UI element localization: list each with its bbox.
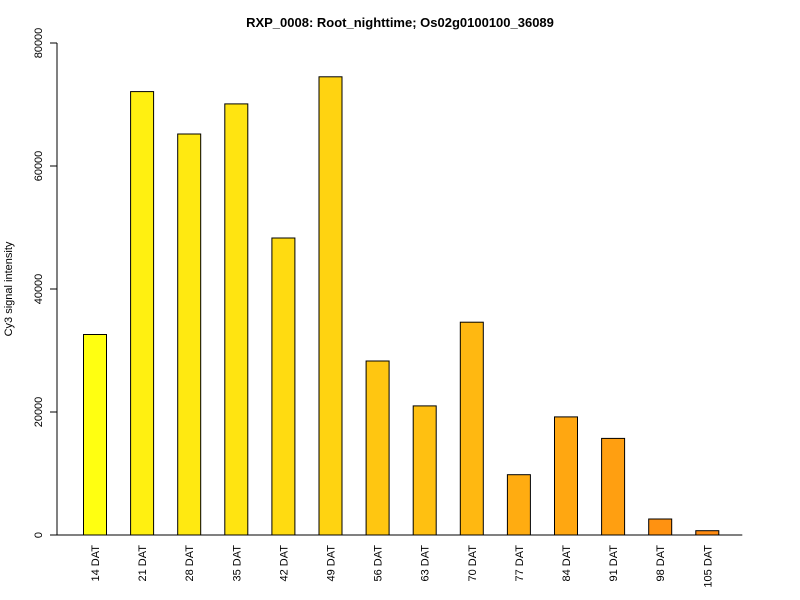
bar-49-dat <box>318 76 343 536</box>
x-tick-label: 63 DAT <box>420 545 432 582</box>
y-tick-label: 60000 <box>33 151 45 182</box>
x-tick-label: 105 DAT <box>702 545 714 588</box>
chart-title: RXP_0008: Root_nighttime; Os02g0100100_3… <box>246 15 554 30</box>
x-tick-label: 42 DAT <box>278 545 290 582</box>
bar-56-dat <box>365 360 390 536</box>
x-axis: 14 DAT 21 DAT 28 DAT 35 DAT 42 DAT 49 DAT 56 D… <box>57 534 743 588</box>
x-tick-label: 98 DAT <box>655 545 667 582</box>
bar-105-dat <box>695 530 720 536</box>
bars-group <box>83 76 720 536</box>
x-tick-label: 84 DAT <box>561 545 573 582</box>
x-tick-label: 35 DAT <box>231 545 243 582</box>
x-tick-label: 56 DAT <box>373 545 385 582</box>
bar-21-dat <box>130 91 155 536</box>
x-tick-label: 91 DAT <box>608 545 620 582</box>
bar-14-dat <box>83 334 107 536</box>
bar-77-dat <box>506 474 531 536</box>
bar-91-dat <box>601 437 626 536</box>
x-tick-label: 28 DAT <box>184 545 196 582</box>
bar-63-dat <box>412 405 437 536</box>
bar-28-dat <box>177 133 202 536</box>
x-tick-label: 70 DAT <box>467 545 479 582</box>
y-tick-label: 0 <box>33 532 45 538</box>
bar-42-dat <box>271 237 296 536</box>
y-axis-label: Cy3 signal intensity <box>3 241 15 336</box>
x-tick-label: 77 DAT <box>514 545 526 582</box>
bar-35-dat <box>224 103 249 536</box>
x-tick-label: 21 DAT <box>137 545 149 582</box>
y-tick-label: 20000 <box>33 397 45 428</box>
bar-98-dat <box>648 518 673 536</box>
bar-70-dat <box>459 321 484 536</box>
y-tick-label: 80000 <box>33 28 45 59</box>
x-tick-label: 14 DAT <box>90 545 102 582</box>
x-tick-label: 49 DAT <box>326 545 338 582</box>
y-tick-label: 40000 <box>33 274 45 305</box>
y-axis: 0 20000 40000 60000 80000 <box>33 28 58 538</box>
bar-84-dat <box>554 416 578 536</box>
